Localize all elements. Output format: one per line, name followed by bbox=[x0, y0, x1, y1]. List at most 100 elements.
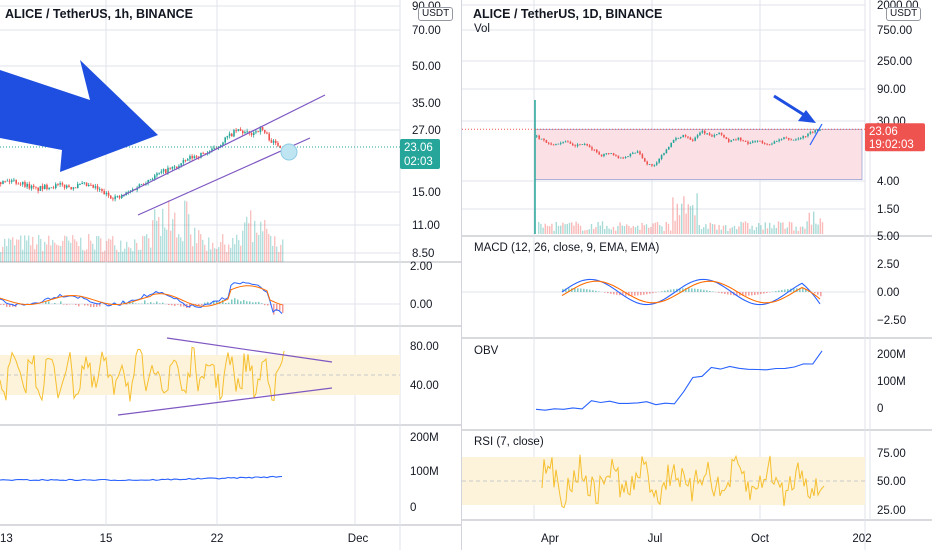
right-candle-body bbox=[610, 153, 612, 155]
left-volume-bar bbox=[126, 241, 128, 262]
left-volume-bar bbox=[242, 230, 244, 262]
right-candle-body bbox=[807, 133, 809, 137]
right-candle-body bbox=[663, 153, 665, 156]
right-volume-bar bbox=[566, 223, 568, 234]
left-candle-body bbox=[275, 140, 277, 143]
left-volume-bar bbox=[0, 251, 2, 262]
left-candle-body bbox=[72, 187, 75, 190]
right-volume-bar bbox=[582, 230, 584, 234]
left-macd-histogram-bar bbox=[243, 300, 245, 304]
left-macd-histogram-bar bbox=[183, 304, 185, 307]
left-candle-body bbox=[35, 186, 37, 188]
right-macd-histogram-bar bbox=[577, 288, 579, 292]
left-candle-body bbox=[178, 165, 180, 168]
right-volume-bar bbox=[689, 206, 692, 234]
left-volume-bar bbox=[12, 237, 14, 262]
right-macd-histogram-bar bbox=[634, 292, 636, 296]
left-unit-badge[interactable]: USDT bbox=[418, 7, 454, 21]
left-candle-body bbox=[195, 156, 198, 158]
right-macd-histogram-bar bbox=[580, 288, 582, 292]
left-candle-body bbox=[19, 183, 22, 185]
left-candle-body bbox=[253, 132, 255, 135]
left-obv-tick: 0 bbox=[410, 502, 416, 514]
left-volume-bar bbox=[220, 241, 222, 262]
right-price-tick: 250.00 bbox=[877, 56, 912, 68]
right-candle-body bbox=[780, 139, 783, 141]
left-chart-canvas[interactable]: 90.0070.0050.0035.0027.0015.0011.008.502… bbox=[0, 0, 462, 550]
left-volume-bar bbox=[272, 245, 274, 262]
left-candle-body bbox=[226, 135, 229, 138]
right-volume-bar bbox=[698, 225, 700, 234]
left-candle-body bbox=[118, 196, 121, 199]
right-candle-body bbox=[668, 146, 670, 150]
right-macd-histogram-bar bbox=[679, 288, 681, 292]
left-volume-bar bbox=[36, 244, 38, 262]
left-macd-histogram-bar bbox=[180, 304, 182, 307]
left-volume-bar bbox=[94, 249, 96, 262]
right-candle-body bbox=[548, 142, 550, 144]
left-candle-body bbox=[26, 183, 28, 187]
left-candle-body bbox=[244, 131, 246, 134]
right-macd-histogram-bar bbox=[589, 289, 591, 292]
right-candle-body bbox=[689, 137, 692, 140]
left-candle-body bbox=[176, 166, 178, 168]
left-macd-histogram-bar bbox=[144, 300, 146, 304]
left-volume-bar bbox=[254, 220, 256, 262]
right-volume-bar bbox=[599, 225, 601, 234]
left-candle-body bbox=[30, 185, 33, 189]
left-macd-histogram-bar bbox=[96, 304, 98, 307]
right-volume-bar bbox=[571, 222, 573, 234]
right-volume-bar bbox=[749, 228, 751, 234]
left-volume-bar bbox=[34, 249, 36, 262]
right-volume-bar bbox=[692, 205, 694, 234]
right-volume-bar bbox=[551, 223, 553, 234]
right-candle-body bbox=[692, 139, 694, 141]
left-volume-bar bbox=[128, 247, 130, 262]
right-candle-body bbox=[701, 130, 704, 133]
left-volume-bar bbox=[90, 240, 92, 262]
right-volume-bar bbox=[755, 227, 758, 234]
left-volume-bar bbox=[32, 236, 34, 262]
left-price-tick: 35.00 bbox=[412, 98, 441, 110]
right-rsi-tick: 75.00 bbox=[877, 448, 906, 460]
right-candle-body bbox=[540, 138, 543, 140]
right-volume-bar bbox=[773, 224, 775, 234]
right-macd-histogram-bar bbox=[814, 292, 816, 294]
left-macd-signal-line bbox=[0, 285, 283, 307]
right-candle-body bbox=[812, 131, 814, 133]
right-volume-bar bbox=[595, 227, 597, 234]
left-volume-bar bbox=[230, 247, 232, 262]
right-volume-bar bbox=[555, 221, 557, 234]
left-macd-histogram-bar bbox=[147, 303, 149, 304]
right-volume-bar bbox=[714, 224, 716, 234]
left-volume-bar bbox=[86, 249, 88, 262]
right-macd-tick: 5.00 bbox=[877, 231, 899, 243]
left-volume-bar bbox=[62, 240, 64, 262]
right-volume-bar bbox=[753, 230, 755, 234]
left-candle-body bbox=[215, 147, 218, 149]
left-volume-bar bbox=[260, 221, 262, 262]
left-macd-histogram-bar bbox=[150, 302, 152, 304]
right-countdown-text: 19:02:03 bbox=[869, 139, 914, 151]
right-candle-body bbox=[699, 132, 701, 136]
left-volume-bar bbox=[70, 242, 72, 262]
right-unit-badge[interactable]: USDT bbox=[886, 7, 922, 21]
left-volume-bar bbox=[240, 245, 242, 262]
left-macd-histogram-bar bbox=[3, 304, 5, 306]
right-volume-bar bbox=[623, 226, 626, 234]
left-volume-bar bbox=[124, 248, 126, 262]
right-chart-canvas[interactable]: 2000.00750.00250.0090.0030.004.001.5023.… bbox=[462, 0, 932, 550]
right-volume-bar bbox=[610, 229, 612, 234]
left-volume-bar bbox=[246, 216, 248, 262]
consolidation-range-box bbox=[534, 128, 863, 180]
right-volume-bar bbox=[795, 226, 797, 234]
right-volume-bar bbox=[632, 226, 634, 234]
left-volume-bar bbox=[268, 233, 270, 262]
right-volume-bar bbox=[709, 222, 711, 234]
right-volume-bar bbox=[612, 226, 615, 234]
right-candle-body bbox=[742, 140, 744, 142]
right-volume-bar bbox=[700, 229, 703, 234]
right-macd-histogram-bar bbox=[652, 292, 654, 294]
left-volume-bar bbox=[224, 244, 226, 262]
right-candle-body bbox=[620, 157, 622, 159]
